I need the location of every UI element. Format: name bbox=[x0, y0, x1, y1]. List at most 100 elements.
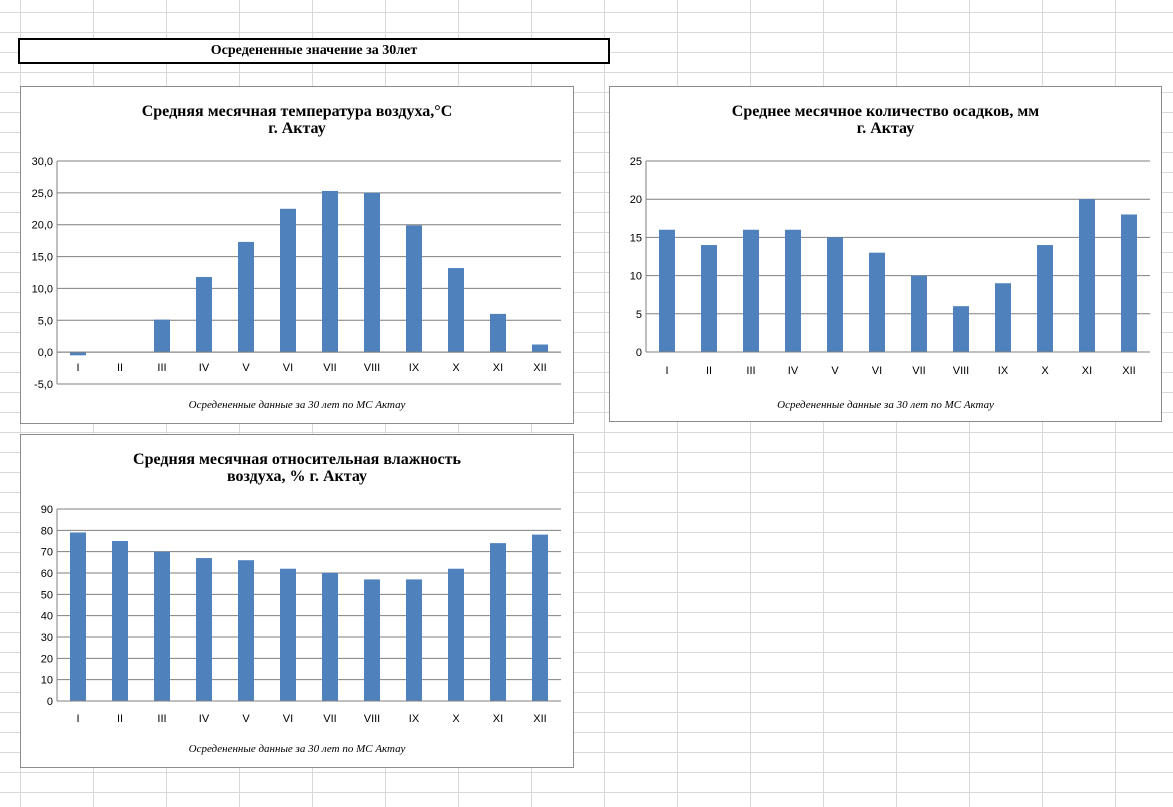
x-tick-label: V bbox=[242, 713, 250, 725]
chart-precipitation[interactable]: Среднее месячное количество осадков, мм … bbox=[609, 86, 1162, 422]
x-tick-label: II bbox=[117, 713, 123, 725]
bar-III[interactable] bbox=[743, 229, 759, 352]
bar-VIII[interactable] bbox=[953, 306, 969, 352]
x-tick-label: XII bbox=[1122, 365, 1135, 377]
y-tick-label: 20 bbox=[41, 653, 53, 665]
x-tick-label: XI bbox=[493, 362, 503, 374]
y-tick-label: 15 bbox=[630, 232, 642, 244]
x-tick-label: X bbox=[452, 362, 460, 374]
x-tick-label: VI bbox=[283, 362, 293, 374]
x-tick-label: IX bbox=[998, 365, 1009, 377]
bar-XII[interactable] bbox=[532, 534, 548, 701]
bar-VII[interactable] bbox=[911, 275, 927, 352]
y-tick-label: 25,0 bbox=[32, 188, 53, 200]
y-tick-label: 10,0 bbox=[32, 283, 53, 295]
y-tick-label: 90 bbox=[41, 504, 53, 516]
bar-III[interactable] bbox=[154, 551, 170, 701]
bar-VI[interactable] bbox=[280, 208, 296, 353]
bar-VII[interactable] bbox=[322, 573, 338, 701]
x-tick-label: VI bbox=[872, 365, 882, 377]
x-tick-label: XII bbox=[533, 362, 546, 374]
bar-I[interactable] bbox=[70, 352, 86, 356]
chart-footnote: Осредененные данные за 30 лет по МС Акта… bbox=[188, 399, 406, 411]
x-tick-label: VIII bbox=[364, 362, 381, 374]
y-tick-label: 40 bbox=[41, 611, 53, 623]
y-tick-label: 10 bbox=[630, 271, 642, 283]
chart-title: Средняя месячная температура воздуха,°С … bbox=[141, 103, 453, 137]
x-tick-label: XI bbox=[1082, 365, 1092, 377]
x-tick-label: VII bbox=[323, 713, 336, 725]
x-tick-label: X bbox=[1041, 365, 1049, 377]
bar-XI[interactable] bbox=[490, 313, 506, 353]
y-tick-label: 15,0 bbox=[32, 252, 53, 264]
x-tick-label: VII bbox=[323, 362, 336, 374]
bar-VII[interactable] bbox=[322, 190, 338, 353]
bar-IV[interactable] bbox=[196, 558, 212, 701]
bar-I[interactable] bbox=[659, 229, 675, 352]
x-tick-label: I bbox=[665, 365, 668, 377]
bar-V[interactable] bbox=[238, 560, 254, 701]
x-tick-label: VII bbox=[912, 365, 925, 377]
y-tick-label: 0 bbox=[47, 696, 53, 708]
x-tick-label: IX bbox=[409, 713, 420, 725]
bar-IV[interactable] bbox=[196, 276, 212, 353]
y-tick-label: 0,0 bbox=[38, 347, 53, 359]
bar-IX[interactable] bbox=[406, 579, 422, 701]
y-tick-label: 70 bbox=[41, 547, 53, 559]
bar-XII[interactable] bbox=[532, 344, 548, 353]
x-tick-label: VI bbox=[283, 713, 293, 725]
bar-VI[interactable] bbox=[869, 252, 885, 352]
x-tick-label: X bbox=[452, 713, 460, 725]
x-tick-label: III bbox=[157, 362, 166, 374]
y-tick-label: 5,0 bbox=[38, 315, 53, 327]
bar-VIII[interactable] bbox=[364, 192, 380, 353]
y-tick-label: 0 bbox=[636, 347, 642, 359]
bar-X[interactable] bbox=[448, 568, 464, 701]
chart-title: Среднее месячное количество осадков, мм … bbox=[731, 103, 1040, 137]
bar-VI[interactable] bbox=[280, 568, 296, 701]
y-tick-label: 60 bbox=[41, 568, 53, 580]
x-tick-label: VIII bbox=[953, 365, 970, 377]
x-tick-label: I bbox=[76, 713, 79, 725]
bar-XII[interactable] bbox=[1121, 214, 1137, 352]
bar-IX[interactable] bbox=[995, 283, 1011, 352]
x-tick-label: VIII bbox=[364, 713, 381, 725]
x-tick-label: V bbox=[831, 365, 839, 377]
bar-VIII[interactable] bbox=[364, 579, 380, 701]
x-tick-label: IV bbox=[788, 365, 799, 377]
x-tick-label: II bbox=[706, 365, 712, 377]
bar-II[interactable] bbox=[701, 245, 717, 352]
x-tick-label: XII bbox=[533, 713, 546, 725]
bar-X[interactable] bbox=[448, 268, 464, 353]
bar-IX[interactable] bbox=[406, 225, 422, 353]
bar-IV[interactable] bbox=[785, 229, 801, 352]
y-tick-label: 30 bbox=[41, 632, 53, 644]
y-tick-label: 80 bbox=[41, 525, 53, 537]
bar-V[interactable] bbox=[238, 241, 254, 353]
bar-XI[interactable] bbox=[490, 543, 506, 701]
bar-X[interactable] bbox=[1037, 245, 1053, 352]
bar-V[interactable] bbox=[827, 237, 843, 352]
x-tick-label: I bbox=[76, 362, 79, 374]
y-tick-label: 20 bbox=[630, 194, 642, 206]
bar-XI[interactable] bbox=[1079, 199, 1095, 352]
y-tick-label: 20,0 bbox=[32, 220, 53, 232]
chart-footnote: Осредененные данные за 30 лет по МС Акта… bbox=[777, 399, 994, 411]
x-tick-label: IX bbox=[409, 362, 420, 374]
y-tick-label: 50 bbox=[41, 589, 53, 601]
chart-title: Средняя месячная относительная влажность… bbox=[133, 451, 461, 485]
y-tick-label: -5,0 bbox=[34, 379, 53, 391]
bar-III[interactable] bbox=[154, 319, 170, 353]
x-tick-label: II bbox=[117, 362, 123, 374]
chart-footnote: Осредененные данные за 30 лет по МС Акта… bbox=[188, 743, 406, 755]
sheet-title: Осредененные значение за 30лет bbox=[18, 38, 610, 64]
bar-I[interactable] bbox=[70, 532, 86, 701]
x-tick-label: IV bbox=[199, 362, 210, 374]
y-tick-label: 10 bbox=[41, 675, 53, 687]
x-tick-label: III bbox=[746, 365, 755, 377]
bar-II[interactable] bbox=[112, 541, 128, 701]
chart-humidity[interactable]: Средняя месячная относительная влажность… bbox=[20, 434, 574, 768]
chart-temperature[interactable]: Средняя месячная температура воздуха,°С … bbox=[20, 86, 574, 424]
y-tick-label: 5 bbox=[636, 309, 642, 321]
